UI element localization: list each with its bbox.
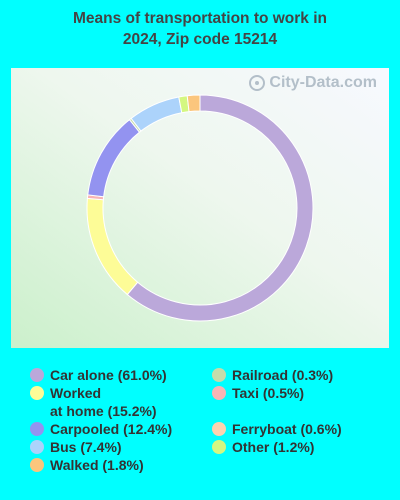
donut-slice-carpooled bbox=[87, 118, 141, 198]
legend-item: Other (1.2%) bbox=[212, 438, 314, 456]
legend-item: Worked at home (15.2%) bbox=[30, 384, 157, 420]
legend-label: Taxi (0.5%) bbox=[232, 385, 305, 401]
donut-chart bbox=[86, 94, 314, 322]
donut-slice-car-alone bbox=[126, 94, 314, 322]
city-data-logo-icon bbox=[249, 75, 266, 91]
legend-label: Ferryboat (0.6%) bbox=[232, 421, 342, 437]
chart-title-line-2: 2024, Zip code 15214 bbox=[122, 31, 278, 48]
legend-label: Bus (7.4%) bbox=[50, 439, 122, 455]
legend-label: Worked at home (15.2%) bbox=[50, 385, 157, 419]
legend-swatch bbox=[30, 386, 44, 400]
legend-swatch bbox=[30, 422, 44, 436]
donut-slice-worked-at-home bbox=[86, 197, 139, 296]
legend-item: Carpooled (12.4%) bbox=[30, 420, 172, 438]
legend-label: Carpooled (12.4%) bbox=[50, 421, 173, 437]
watermark-text: City-Data.com bbox=[269, 74, 377, 91]
legend-swatch bbox=[212, 440, 226, 454]
legend-item: Railroad (0.3%) bbox=[212, 366, 333, 384]
legend-label: Railroad (0.3%) bbox=[232, 367, 334, 383]
legend-swatch bbox=[30, 368, 44, 382]
legend-item: Walked (1.8%) bbox=[30, 456, 144, 474]
donut-slice-walked bbox=[186, 94, 201, 113]
legend-item: Car alone (61.0%) bbox=[30, 366, 167, 384]
legend-swatch bbox=[30, 458, 44, 472]
legend-swatch bbox=[212, 386, 226, 400]
chart-title-line-1: Means of transportation to work in bbox=[72, 10, 328, 27]
legend-label: Walked (1.8%) bbox=[50, 457, 144, 473]
legend-item: Ferryboat (0.6%) bbox=[212, 420, 342, 438]
legend-item: Bus (7.4%) bbox=[30, 438, 122, 456]
watermark: City-Data.com bbox=[249, 74, 377, 92]
chart-title: Means of transportation to work in 2024,… bbox=[0, 8, 400, 50]
legend-swatch bbox=[30, 440, 44, 454]
legend-swatch bbox=[212, 368, 226, 382]
chart-panel: City-Data.com bbox=[11, 68, 389, 348]
legend-label: Car alone (61.0%) bbox=[50, 367, 167, 383]
legend: Car alone (61.0%) Worked at home (15.2%) C… bbox=[0, 366, 400, 486]
donut-slice-bus bbox=[130, 96, 183, 132]
legend-label: Other (1.2%) bbox=[232, 439, 315, 455]
legend-item: Taxi (0.5%) bbox=[212, 384, 304, 402]
legend-swatch bbox=[212, 422, 226, 436]
